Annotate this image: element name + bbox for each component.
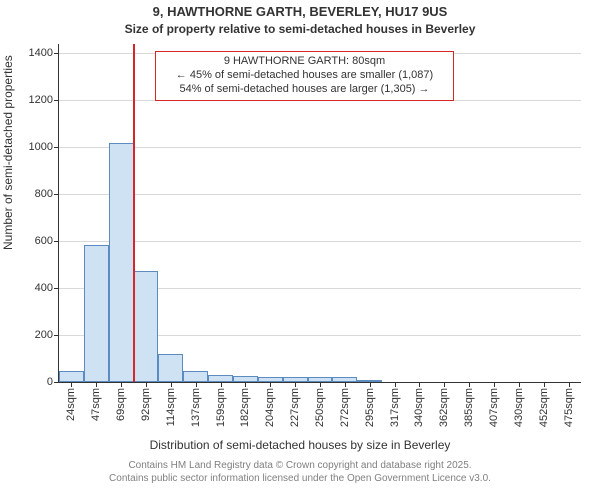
y-tick-mark [54, 147, 59, 148]
x-tick-mark [370, 382, 371, 387]
y-tick-mark [54, 241, 59, 242]
attribution-line1: Contains HM Land Registry data © Crown c… [0, 460, 600, 473]
y-tick-label: 800 [35, 188, 53, 200]
x-tick-label: 204sqm [264, 388, 276, 427]
x-tick-label: 272sqm [339, 388, 351, 427]
x-tick-label: 250sqm [314, 388, 326, 427]
x-axis-label: Distribution of semi-detached houses by … [0, 438, 600, 452]
x-tick-mark [96, 382, 97, 387]
x-tick-label: 295sqm [364, 388, 376, 427]
x-tick-mark [419, 382, 420, 387]
attribution-line2: Contains public sector information licen… [0, 473, 600, 486]
annotation-box: 9 HAWTHORNE GARTH: 80sqm← 45% of semi-de… [155, 51, 454, 101]
x-tick-label: 317sqm [389, 388, 401, 427]
y-tick-label: 1400 [29, 47, 53, 59]
x-tick-label: 475sqm [563, 388, 575, 427]
bar [158, 354, 183, 382]
y-tick-mark [54, 53, 59, 54]
y-tick-label: 0 [47, 376, 53, 388]
y-tick-label: 1200 [29, 94, 53, 106]
x-tick-mark [519, 382, 520, 387]
x-tick-mark [444, 382, 445, 387]
y-tick-label: 200 [35, 329, 53, 341]
x-tick-mark [494, 382, 495, 387]
subject-property-marker [133, 44, 135, 382]
figure-root: 9, HAWTHORNE GARTH, BEVERLEY, HU17 9US S… [0, 0, 600, 500]
gridline-h [59, 147, 581, 148]
x-tick-label: 430sqm [513, 388, 525, 427]
x-tick-label: 137sqm [190, 388, 202, 427]
y-tick-mark [54, 382, 59, 383]
x-tick-label: 69sqm [115, 388, 127, 421]
x-tick-label: 24sqm [65, 388, 77, 421]
y-tick-mark [54, 335, 59, 336]
x-tick-mark [345, 382, 346, 387]
x-tick-label: 182sqm [239, 388, 251, 427]
x-tick-mark [569, 382, 570, 387]
x-tick-mark [146, 382, 147, 387]
annotation-line: ← 45% of semi-detached houses are smalle… [162, 69, 447, 83]
gridline-h [59, 194, 581, 195]
x-tick-mark [196, 382, 197, 387]
x-tick-mark [171, 382, 172, 387]
y-axis-label: Number of semi-detached properties [1, 55, 15, 250]
bar [208, 375, 233, 382]
y-tick-mark [54, 288, 59, 289]
x-tick-label: 159sqm [215, 388, 227, 427]
x-tick-label: 362sqm [438, 388, 450, 427]
x-tick-mark [395, 382, 396, 387]
x-tick-mark [320, 382, 321, 387]
bar [59, 371, 84, 382]
x-tick-label: 114sqm [165, 388, 177, 426]
x-tick-mark [295, 382, 296, 387]
bar [109, 143, 134, 382]
x-tick-mark [245, 382, 246, 387]
annotation-line: 54% of semi-detached houses are larger (… [162, 83, 447, 97]
x-tick-label: 227sqm [289, 388, 301, 427]
y-tick-label: 1000 [29, 141, 53, 153]
x-tick-mark [221, 382, 222, 387]
y-tick-label: 400 [35, 282, 53, 294]
x-tick-label: 385sqm [463, 388, 475, 427]
x-tick-mark [469, 382, 470, 387]
y-tick-mark [54, 194, 59, 195]
bar [84, 245, 109, 382]
bar [183, 371, 208, 382]
gridline-h [59, 241, 581, 242]
x-tick-mark [270, 382, 271, 387]
x-tick-mark [121, 382, 122, 387]
x-tick-mark [71, 382, 72, 387]
bar [134, 271, 159, 382]
x-tick-label: 340sqm [413, 388, 425, 427]
attribution-text: Contains HM Land Registry data © Crown c… [0, 460, 600, 485]
chart-title-line1: 9, HAWTHORNE GARTH, BEVERLEY, HU17 9US [0, 4, 600, 19]
plot-area: 9 HAWTHORNE GARTH: 80sqm← 45% of semi-de… [58, 44, 581, 383]
y-tick-mark [54, 100, 59, 101]
x-tick-label: 452sqm [538, 388, 550, 427]
x-tick-label: 47sqm [90, 388, 102, 421]
x-tick-label: 92sqm [140, 388, 152, 421]
annotation-line: 9 HAWTHORNE GARTH: 80sqm [162, 55, 447, 69]
x-tick-label: 407sqm [488, 388, 500, 427]
x-tick-mark [544, 382, 545, 387]
chart-title-line2: Size of property relative to semi-detach… [0, 22, 600, 36]
y-tick-label: 600 [35, 235, 53, 247]
